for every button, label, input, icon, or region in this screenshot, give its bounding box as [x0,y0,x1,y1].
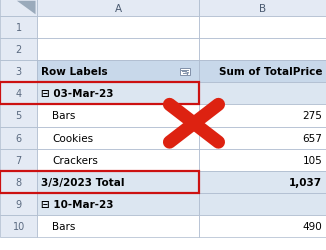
Bar [37,127,199,149]
Text: 1,037: 1,037 [289,177,322,187]
Bar [199,215,326,237]
Text: 7: 7 [16,155,22,165]
Text: 3/3/2023 Total: 3/3/2023 Total [41,177,124,187]
Text: 275: 275 [302,111,322,121]
Text: 105: 105 [302,155,322,165]
Bar [199,171,326,193]
Text: 490: 490 [302,221,322,231]
Bar [0,17,37,39]
Text: Bars: Bars [52,221,76,231]
Bar [199,105,326,127]
Bar [199,83,326,105]
Text: ⊟ 10-Mar-23: ⊟ 10-Mar-23 [41,199,113,209]
Bar [37,193,199,215]
Text: 1: 1 [16,23,22,33]
Bar [37,171,199,193]
Bar [37,0,199,17]
Text: 4: 4 [16,89,22,99]
Text: B: B [259,4,266,14]
Text: ⊟ 03-Mar-23: ⊟ 03-Mar-23 [41,89,113,99]
Text: A: A [115,4,122,14]
Text: Row Labels: Row Labels [41,67,107,77]
Text: Cookies: Cookies [52,133,93,143]
Text: Crackers: Crackers [52,155,98,165]
Polygon shape [17,2,36,15]
Bar [0,215,37,237]
Text: 657: 657 [302,133,322,143]
Bar [0,171,37,193]
Bar [0,193,37,215]
Bar [0,61,37,83]
Bar [0,39,37,61]
Bar [37,39,199,61]
Bar [199,127,326,149]
Bar [0,0,37,17]
Bar [37,149,199,171]
Bar [0,105,37,127]
Bar [37,61,199,83]
Bar [199,193,326,215]
Bar [0,149,37,171]
Bar [0,171,199,193]
Bar [37,105,199,127]
Text: 2: 2 [16,45,22,55]
Text: 10: 10 [13,221,25,231]
Bar [0,83,199,105]
Bar [37,17,199,39]
Text: 9: 9 [16,199,22,209]
Text: Bars: Bars [52,111,76,121]
Text: 8: 8 [16,177,22,187]
Text: 5: 5 [16,111,22,121]
Bar [199,61,326,83]
Bar [199,39,326,61]
Bar [199,0,326,17]
Text: 3: 3 [16,67,22,77]
Bar [37,83,199,105]
Bar [180,68,190,76]
Bar [199,149,326,171]
Bar [0,127,37,149]
Text: 6: 6 [16,133,22,143]
Bar [0,83,37,105]
Text: Sum of TotalPrice: Sum of TotalPrice [219,67,322,77]
Bar [199,17,326,39]
Bar [37,215,199,237]
